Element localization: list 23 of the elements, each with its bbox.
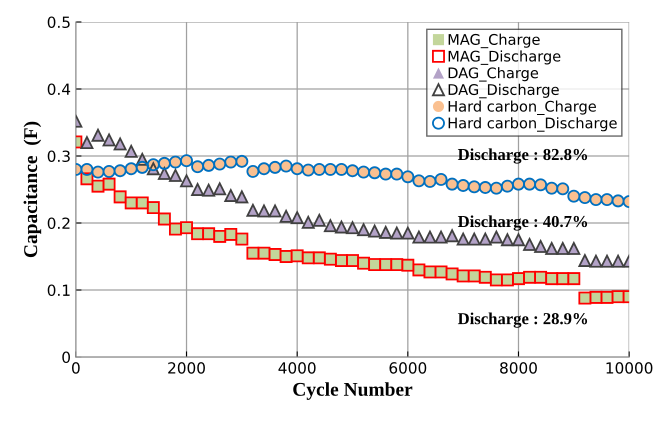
x-axis-title: Cycle Number	[293, 382, 412, 400]
annotation: Discharge : 40.7%	[458, 215, 588, 231]
y-tick-label: 0.2	[48, 217, 70, 230]
legend-label: DAG_Discharge	[448, 84, 559, 98]
x-tick-label: 2000	[168, 362, 205, 374]
annotation: Discharge : 82.8%	[458, 148, 588, 164]
x-tick-label: 6000	[389, 362, 426, 374]
y-tick-label: 0.1	[48, 284, 70, 296]
x-tick-label: 10000	[606, 362, 652, 374]
x-tick-label: 4000	[278, 362, 316, 374]
legend-label: Hard carbon_Discharge	[448, 117, 617, 132]
x-tick-label: 8000	[500, 362, 537, 374]
y-tick-label: 0	[62, 351, 70, 364]
y-tick-label: 0.3	[48, 150, 70, 162]
legend-label: DAG_Charge	[448, 67, 538, 82]
legend-label: Hard carbon_Charge	[448, 100, 596, 116]
x-tick-label: 0	[72, 362, 80, 374]
legend-label: MAG_Charge	[448, 34, 540, 48]
annotation: Discharge : 28.9%	[458, 312, 588, 328]
y-tick-label: 0.5	[48, 16, 70, 28]
y-axis-title: Capacitance (F)	[24, 122, 42, 258]
y-tick-label: 0.4	[48, 83, 70, 96]
legend-label: MAG_Discharge	[448, 50, 560, 65]
